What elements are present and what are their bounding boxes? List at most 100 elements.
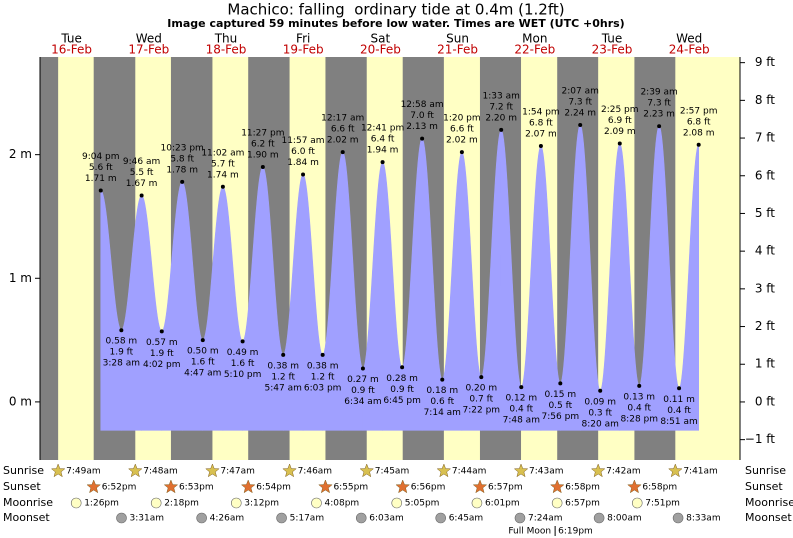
sunrise-icon: [359, 463, 375, 478]
sunset-time: 6:54pm: [256, 483, 291, 493]
event-feet: 1.9 ft: [150, 349, 174, 359]
moonrise-time: 6:01pm: [485, 499, 520, 509]
event-metres: 2.02 m: [327, 136, 359, 146]
event-metres: 2.24 m: [564, 108, 596, 118]
tide-extreme: [139, 193, 144, 198]
event-feet: 6.8 ft: [529, 119, 553, 129]
event-time: 1:33 am: [483, 91, 520, 101]
sunrise-time: 7:42am: [606, 467, 641, 477]
tide-extreme: [637, 383, 642, 388]
y2-tick-label: 7 ft: [755, 131, 775, 145]
event-time: 1:54 pm: [522, 108, 560, 118]
event-time: 9:04 pm: [82, 152, 120, 162]
sunrise-icon: [282, 463, 297, 478]
day-date: 18-Feb: [206, 43, 247, 57]
moonrise-icon: [391, 497, 403, 509]
tide-segment: [342, 151, 364, 431]
event-metres: 0.58 m: [106, 337, 138, 347]
moonrise-row-label: Moonrise: [3, 496, 53, 509]
day-date: 19-Feb: [283, 43, 324, 57]
tide-extreme: [220, 184, 225, 189]
event-feet: 5.5 ft: [130, 168, 154, 178]
full-moon-label: Full Moon: [508, 527, 551, 537]
sunset-time: 6:57pm: [488, 483, 523, 493]
tide-extreme: [598, 388, 603, 393]
tide-extreme: [617, 141, 622, 146]
moonrise-icon: [311, 497, 322, 509]
moonset-icon: [116, 512, 127, 524]
sunset-icon: [549, 479, 565, 494]
event-metres: 0.27 m: [347, 375, 379, 385]
tide-segment: [500, 129, 522, 431]
tide-segment: [461, 151, 482, 431]
event-feet: 0.4 ft: [627, 403, 651, 413]
event-time: 4:02 pm: [143, 360, 181, 370]
event-time: 7:48 am: [503, 416, 540, 426]
sunset-icon: [472, 479, 488, 494]
event-time: 6:45 pm: [383, 396, 421, 406]
sunset-icon: [318, 479, 333, 494]
tide-extreme: [281, 352, 286, 357]
day-name: Wed: [136, 32, 162, 46]
event-time: 7:22 pm: [463, 406, 501, 416]
tide-extreme: [180, 179, 185, 184]
event-metres: 0.13 m: [623, 392, 655, 402]
sunrise-time: 7:46am: [298, 467, 333, 477]
sunset-row-label-right: Sunset: [745, 480, 783, 493]
event-feet: 7.0 ft: [410, 111, 434, 121]
event-feet: 6.2 ft: [251, 140, 275, 150]
tide-segment: [362, 161, 383, 431]
tide-segment: [282, 173, 304, 431]
event-feet: 6.0 ft: [291, 147, 315, 157]
tide-extreme: [440, 377, 445, 382]
event-metres: 0.18 m: [426, 386, 458, 396]
sunset-time: 6:56pm: [411, 483, 446, 493]
event-metres: 1.74 m: [207, 170, 239, 180]
moonrise-time: 4:08pm: [324, 499, 359, 509]
tide-segment: [638, 125, 660, 431]
event-time: 12:41 pm: [361, 124, 404, 134]
tide-segment: [181, 181, 204, 431]
event-time: 5:10 pm: [224, 370, 262, 380]
tide-extreme: [98, 188, 103, 193]
tide-extreme: [200, 338, 205, 343]
tide-extreme: [159, 329, 164, 334]
tide-extreme: [499, 127, 504, 132]
day-name: Fri: [296, 32, 310, 46]
event-time: 5:47 am: [265, 383, 302, 393]
day-date: 20-Feb: [360, 43, 401, 57]
event-metres: 1.71 m: [85, 174, 117, 184]
event-metres: 2.20 m: [485, 113, 517, 123]
moonset-icon: [196, 512, 207, 524]
moonset-icon: [276, 512, 287, 524]
tide-segment: [262, 166, 284, 431]
event-time: 8:51 am: [660, 417, 697, 427]
tide-extreme: [459, 150, 464, 155]
moonset-icon: [514, 512, 526, 524]
event-metres: 0.49 m: [227, 348, 259, 358]
sunrise-time: 7:48am: [143, 467, 178, 477]
chart-title: Machico: falling ordinary tide at 0.4m (…: [227, 1, 564, 19]
sunrise-time: 7:47am: [220, 467, 255, 477]
sunrise-icon: [668, 463, 683, 478]
event-feet: 5.6 ft: [89, 163, 113, 173]
tide-segment: [100, 189, 122, 431]
event-metres: 0.38 m: [307, 361, 339, 371]
event-feet: 6.9 ft: [608, 116, 632, 126]
event-time: 8:28 pm: [620, 414, 658, 424]
event-time: 4:47 am: [184, 369, 221, 379]
tide-extreme: [360, 366, 365, 371]
day-date: 16-Feb: [51, 43, 92, 57]
sunrise-row-label: Sunrise: [3, 464, 44, 477]
sunrise-icon: [127, 463, 143, 478]
sunset-time: 6:52pm: [102, 483, 137, 493]
y2-tick-label: 1 ft: [755, 357, 775, 371]
event-feet: 0.9 ft: [351, 386, 375, 396]
event-time: 12:17 am: [321, 114, 364, 124]
event-metres: 1.84 m: [287, 158, 319, 168]
tide-extreme: [119, 328, 124, 333]
event-metres: 2.13 m: [406, 122, 438, 132]
event-feet: 1.2 ft: [271, 372, 295, 382]
day-name: Sat: [371, 32, 391, 46]
daylight-band: [58, 57, 94, 460]
